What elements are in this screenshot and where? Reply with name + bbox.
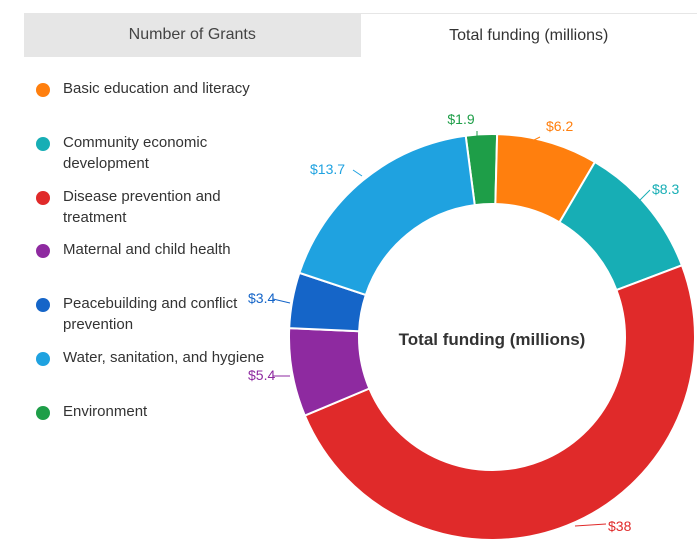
legend-item-maternal-child[interactable]: Maternal and child health <box>36 239 266 293</box>
legend-label-environment: Environment <box>63 402 148 420</box>
data-label-community-economic-development: $8.3 <box>652 181 679 197</box>
slice-disease-prevention-and-treatment[interactable] <box>303 264 696 541</box>
legend-label-water-sanitation: Water, sanitation, and hygiene <box>63 348 265 366</box>
legend-swatch-disease-prevention <box>36 190 50 205</box>
legend-swatch-environment <box>36 405 50 420</box>
center-label: Total funding (millions) <box>399 330 586 349</box>
slice-water-sanitation-and-hygiene[interactable] <box>298 134 476 297</box>
legend-swatch-water-sanitation <box>36 351 50 366</box>
leader-line-disease-prevention-and-treatment <box>574 523 607 527</box>
legend-item-basic-education[interactable]: Basic education and literacy <box>36 78 266 132</box>
chart-tabs: Number of Grants Total funding (millions… <box>24 13 697 57</box>
data-label-peacebuilding-and-conflict-prevention: $3.4 <box>248 290 275 306</box>
data-label-disease-prevention-and-treatment: $38 <box>608 518 632 534</box>
chart-legend: Basic education and literacy Community e… <box>36 78 266 455</box>
leader-line-water-sanitation-and-hygiene <box>352 169 363 177</box>
data-label-environment: $1.9 <box>447 111 474 127</box>
legend-swatch-basic-education <box>36 83 50 97</box>
legend-item-peacebuilding[interactable]: Peacebuilding and conflict prevention <box>36 293 266 347</box>
leader-line-peacebuilding-and-conflict-prevention <box>272 298 291 304</box>
legend-swatch-maternal-child <box>36 244 50 259</box>
legend-label-peacebuilding: Peacebuilding and conflict prevention <box>63 295 238 334</box>
slice-labels: $1.9 $6.2 $8.3 $38 $5.4 $3.4 $13.7 <box>248 111 679 534</box>
legend-label-community-economic: Community economic development <box>63 133 208 172</box>
leader-line-basic-education-and-literacy <box>531 136 541 142</box>
legend-label-basic-education: Basic education and literacy <box>63 80 250 97</box>
legend-item-environment[interactable]: Environment <box>36 401 266 455</box>
legend-swatch-community-economic <box>36 136 50 151</box>
legend-item-community-economic[interactable]: Community economic development <box>36 132 266 186</box>
legend-swatch-peacebuilding <box>36 298 50 313</box>
legend-item-disease-prevention[interactable]: Disease prevention and treatment <box>36 186 266 240</box>
leader-line-community-economic-development <box>639 189 651 201</box>
legend-label-maternal-child: Maternal and child health <box>63 241 231 259</box>
donut-slices <box>288 133 696 541</box>
legend-label-disease-prevention: Disease prevention and treatment <box>63 187 221 226</box>
data-label-basic-education-and-literacy: $6.2 <box>546 118 573 134</box>
legend-item-water-sanitation[interactable]: Water, sanitation, and hygiene <box>36 347 266 401</box>
tab-total-funding[interactable]: Total funding (millions) <box>360 13 697 57</box>
data-label-maternal-and-child-health: $5.4 <box>248 367 275 383</box>
tab-number-of-grants[interactable]: Number of Grants <box>24 13 361 57</box>
data-label-water-sanitation-and-hygiene: $13.7 <box>310 161 345 177</box>
